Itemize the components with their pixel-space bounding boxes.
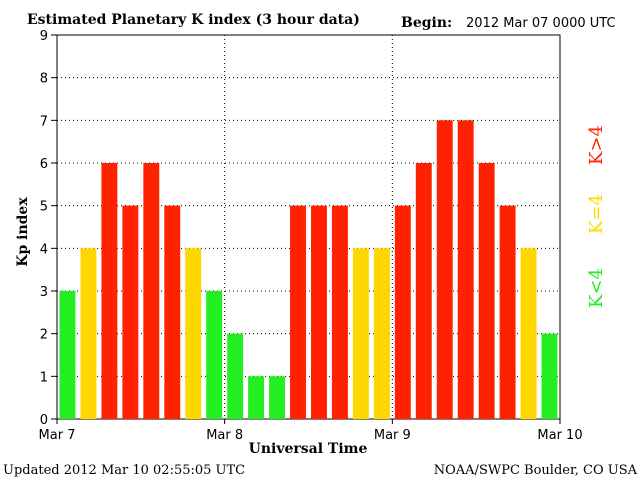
kp-bar xyxy=(59,291,76,419)
kp-bar xyxy=(206,291,223,419)
kp-bar xyxy=(290,205,306,419)
chart-title: Estimated Planetary K index (3 hour data… xyxy=(27,12,360,28)
kp-bar xyxy=(436,120,453,419)
kp-bar xyxy=(269,376,286,419)
begin-value: 2012 Mar 07 0000 UTC xyxy=(466,16,616,31)
kp-bar xyxy=(101,163,118,419)
kp-bar xyxy=(520,248,537,419)
y-tick-label: 2 xyxy=(40,328,48,343)
source-credit: NOAA/SWPC Boulder, CO USA xyxy=(434,463,638,478)
kp-bar xyxy=(457,120,474,419)
x-tick-label: Mar 8 xyxy=(206,428,243,443)
plot-area: 0 1 2 3 4 5 6 7 8 9 Mar 7 Mar 8 Mar 9 Mar 10 xyxy=(39,29,583,443)
kp-bar xyxy=(164,205,181,419)
x-tick-label: Mar 10 xyxy=(537,428,582,443)
kp-bar xyxy=(227,333,244,419)
kp-bar xyxy=(373,248,390,419)
x-tick-label: Mar 7 xyxy=(39,428,76,443)
kp-bar xyxy=(415,163,432,419)
begin-label: Begin: xyxy=(401,15,452,31)
y-tick-label: 9 xyxy=(40,29,48,44)
plot-frame xyxy=(56,34,561,420)
y-tick-label: 3 xyxy=(40,285,48,300)
y-axis-label: Kp index xyxy=(15,197,31,267)
legend-k-less-than-4: K<4 xyxy=(586,268,607,308)
y-tick-label: 4 xyxy=(40,242,48,257)
kp-bar xyxy=(478,163,495,419)
kp-bar xyxy=(185,248,202,419)
y-tick-label: 6 xyxy=(40,157,48,172)
kp-bar xyxy=(248,376,265,419)
kp-bar xyxy=(122,205,139,419)
kp-bar xyxy=(80,248,97,419)
legend-k-greater-than-4: K>4 xyxy=(586,125,607,165)
updated-timestamp: Updated 2012 Mar 10 02:55:05 UTC xyxy=(3,463,245,478)
x-axis-label: Universal Time xyxy=(249,441,368,457)
kp-bar xyxy=(499,205,516,419)
kp-bar xyxy=(311,205,327,419)
legend-k-equal-4: K=4 xyxy=(586,194,607,234)
kp-bar xyxy=(143,163,160,419)
kp-bar xyxy=(394,205,411,419)
y-tick-label: 8 xyxy=(40,72,48,87)
y-tick-label: 1 xyxy=(40,370,48,385)
kp-bar xyxy=(331,205,348,419)
kp-bar xyxy=(541,333,558,419)
y-tick-label: 0 xyxy=(40,413,48,428)
kp-bar xyxy=(352,248,369,419)
y-tick-label: 5 xyxy=(40,200,48,215)
x-tick-label: Mar 9 xyxy=(374,428,411,443)
y-tick-label: 7 xyxy=(40,114,48,129)
